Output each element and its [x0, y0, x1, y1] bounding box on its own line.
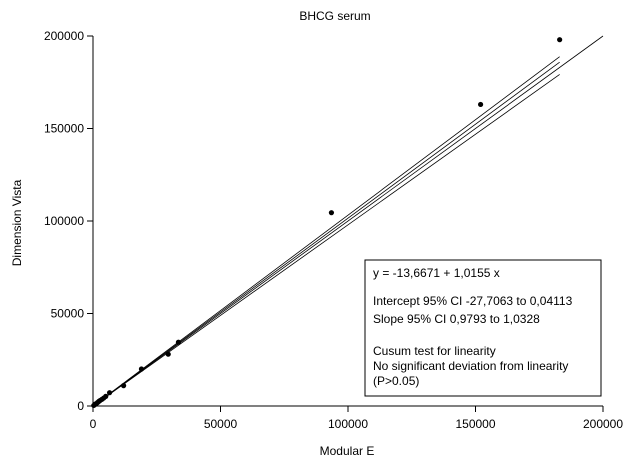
y-tick-label: 200000	[44, 29, 84, 43]
cusum-result: No significant deviation from linearity	[373, 359, 568, 373]
data-point	[106, 390, 113, 396]
x-tick-label: 200000	[583, 417, 623, 431]
data-point	[138, 366, 145, 372]
data-point	[121, 383, 127, 389]
data-points	[91, 37, 563, 409]
cusum-p-value: (P>0.05)	[373, 374, 419, 388]
stats-box: y = -13,6671 + 1,0155 x Intercept 95% CI…	[364, 259, 602, 397]
y-tick-label: 100000	[44, 214, 84, 228]
x-tick-label: 100000	[328, 417, 368, 431]
x-tick-label: 150000	[455, 417, 495, 431]
data-point	[165, 351, 171, 357]
y-axis-title: Dimension Vista	[10, 179, 24, 266]
x-tick-label: 50000	[204, 417, 238, 431]
data-point	[557, 37, 563, 43]
y-tick-label: 50000	[51, 307, 85, 321]
stats-box-frame	[364, 259, 602, 397]
slope-ci: Slope 95% CI 0,9793 to 1,0328	[373, 312, 540, 326]
intercept-ci: Intercept 95% CI -27,7063 to 0,04113	[373, 294, 573, 308]
x-ticks: 0 50000 100000 150000 200000	[90, 406, 623, 431]
regression-line	[92, 61, 560, 407]
chart-title: BHCG serum	[299, 9, 370, 23]
regression-equation: y = -13,6671 + 1,0155 x	[373, 266, 500, 280]
data-point	[103, 393, 109, 399]
ci-upper-line	[92, 56, 560, 407]
data-point	[175, 339, 182, 345]
y-tick-label: 150000	[44, 122, 84, 136]
data-point	[478, 101, 484, 108]
data-point	[328, 210, 335, 216]
y-ticks: 0 50000 100000 150000 200000	[44, 29, 93, 413]
y-tick-label: 0	[77, 399, 84, 413]
x-axis-title: Modular E	[320, 444, 375, 458]
ci-lower-line	[92, 74, 560, 407]
x-tick-label: 0	[90, 417, 97, 431]
cusum-title: Cusum test for linearity	[373, 344, 496, 358]
